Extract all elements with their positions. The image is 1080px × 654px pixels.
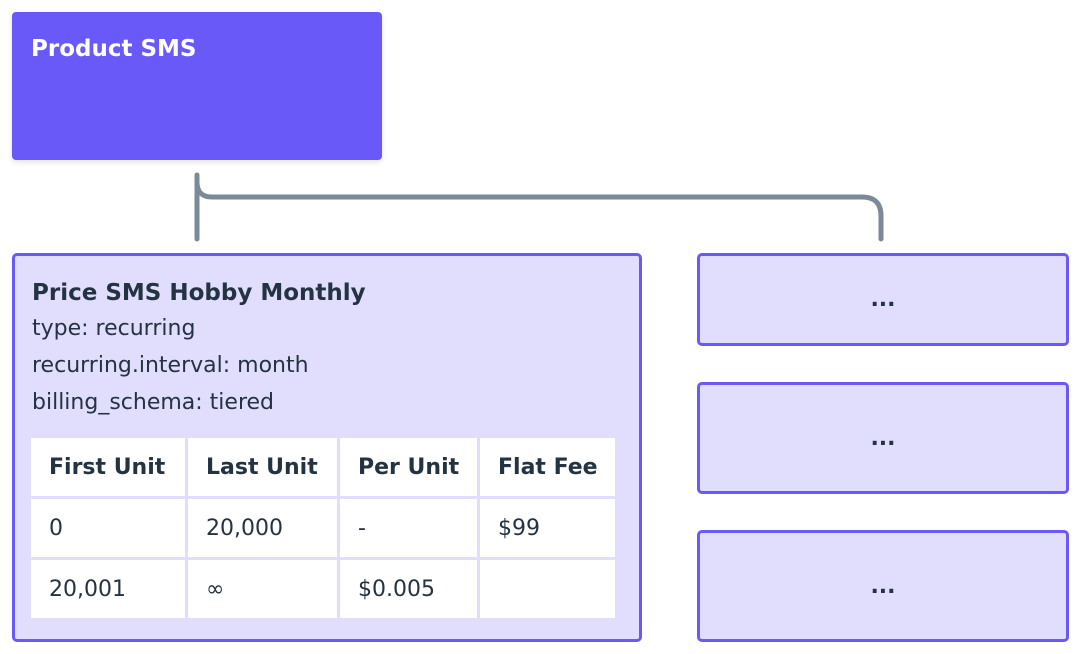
cell: [480, 560, 615, 618]
other-price-node: ...: [697, 530, 1069, 642]
table-header-row: First Unit Last Unit Per Unit Flat Fee: [31, 438, 615, 496]
cell: $0.005: [340, 560, 477, 618]
header-last-unit: Last Unit: [188, 438, 337, 496]
price-title: Price SMS Hobby Monthly: [32, 280, 366, 306]
header-first-unit: First Unit: [31, 438, 185, 496]
other-price-node: ...: [697, 382, 1069, 494]
cell: 0: [31, 499, 185, 557]
price-node: Price SMS Hobby Monthly type: recurring …: [12, 253, 642, 642]
price-billing-schema: billing_schema: tiered: [32, 390, 275, 415]
tier-table: First Unit Last Unit Per Unit Flat Fee 0…: [28, 435, 618, 621]
table-row: 20,001 ∞ $0.005: [31, 560, 615, 618]
cell: $99: [480, 499, 615, 557]
cell: -: [340, 499, 477, 557]
product-node: Product SMS: [12, 12, 382, 160]
header-per-unit: Per Unit: [340, 438, 477, 496]
table-row: 0 20,000 - $99: [31, 499, 615, 557]
price-interval: recurring.interval: month: [32, 353, 309, 378]
product-title: Product SMS: [31, 36, 197, 62]
header-flat-fee: Flat Fee: [480, 438, 615, 496]
connector-to-others: [194, 179, 884, 242]
cell: ∞: [188, 560, 337, 618]
cell: 20,000: [188, 499, 337, 557]
cell: 20,001: [31, 560, 185, 618]
price-type: type: recurring: [32, 316, 196, 341]
other-price-node: ...: [697, 253, 1069, 346]
